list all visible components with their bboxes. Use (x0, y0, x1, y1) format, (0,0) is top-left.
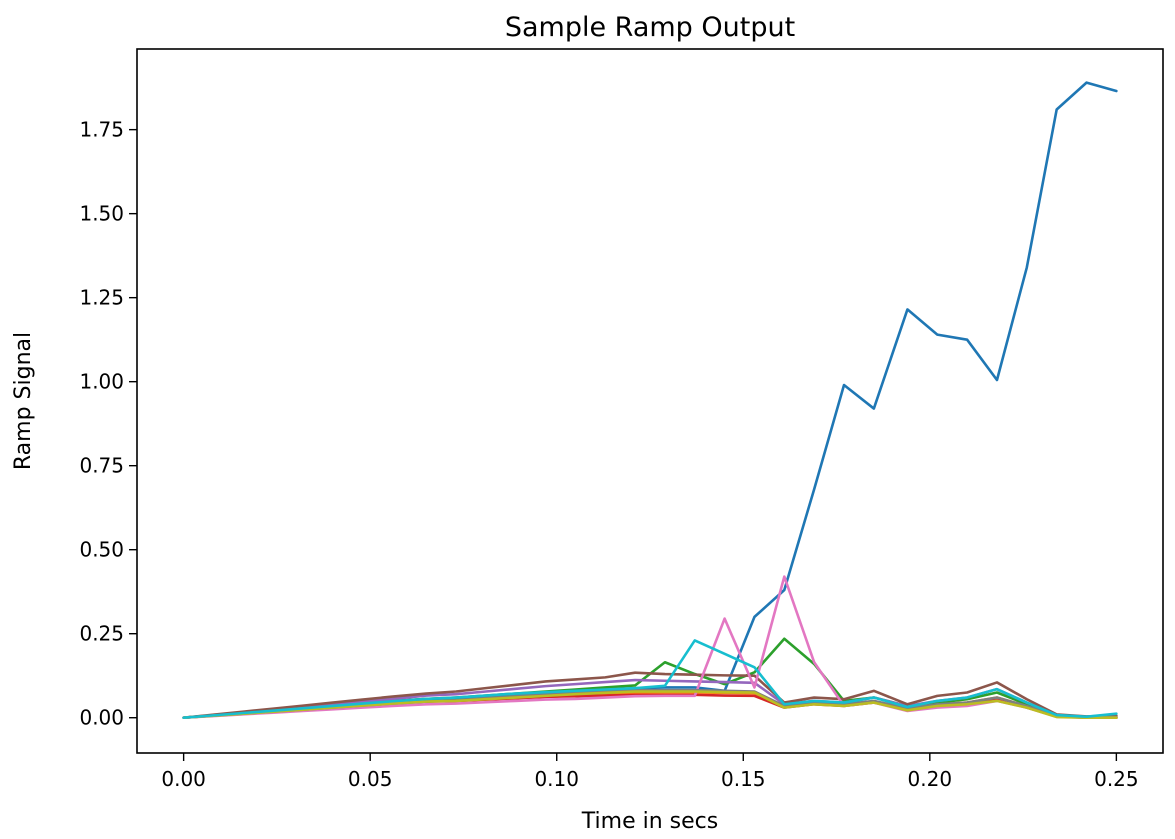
x-axis-label: Time in secs (581, 809, 718, 834)
x-tick-label: 0.10 (534, 767, 579, 791)
y-tick-label: 1.00 (79, 370, 124, 394)
x-tick-label: 0.25 (1094, 767, 1139, 791)
y-tick-label: 0.25 (79, 622, 124, 646)
series-lines (182, 81, 1118, 720)
y-tick-label: 1.25 (79, 286, 124, 310)
y-axis-label: Ramp Signal (11, 332, 36, 470)
y-axis-ticks: 0.00 0.25 0.50 0.75 1.00 1.25 1.50 1.75 (79, 118, 137, 730)
x-tick-label: 0.00 (161, 767, 206, 791)
y-tick-label: 1.50 (79, 202, 124, 226)
series-line-1 (182, 81, 1118, 720)
x-tick-label: 0.15 (721, 767, 766, 791)
y-tick-label: 0.00 (79, 706, 124, 730)
y-tick-label: 1.75 (79, 118, 124, 142)
y-tick-label: 0.50 (79, 538, 124, 562)
y-tick-label: 0.75 (79, 454, 124, 478)
series-line-7 (182, 575, 1118, 720)
chart-title: Sample Ramp Output (505, 12, 795, 43)
x-tick-label: 0.05 (348, 767, 393, 791)
x-tick-label: 0.20 (908, 767, 953, 791)
series-line-9 (182, 690, 1118, 720)
series-line-6 (182, 671, 1118, 720)
x-axis-ticks: 0.00 0.05 0.10 0.15 0.20 0.25 (161, 753, 1139, 791)
plot-area-frame (136, 48, 1164, 754)
series-line-10 (182, 639, 1118, 720)
